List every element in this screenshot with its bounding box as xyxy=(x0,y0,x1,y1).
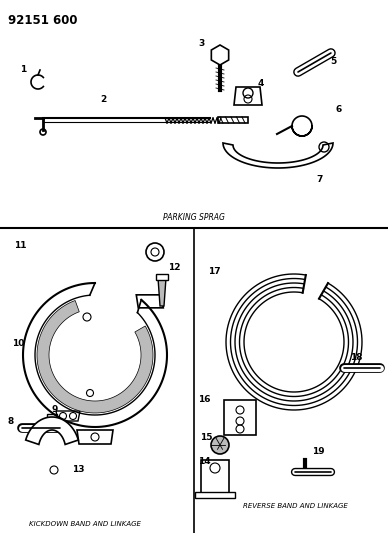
Text: 18: 18 xyxy=(350,353,362,362)
Polygon shape xyxy=(136,295,163,308)
Text: 92151 600: 92151 600 xyxy=(8,14,78,27)
Text: 17: 17 xyxy=(208,268,221,277)
Text: 1: 1 xyxy=(20,66,26,75)
Polygon shape xyxy=(195,492,235,498)
Polygon shape xyxy=(77,430,113,444)
Text: 5: 5 xyxy=(330,58,336,67)
Polygon shape xyxy=(234,87,262,105)
Text: 6: 6 xyxy=(336,106,342,115)
Circle shape xyxy=(40,129,46,135)
Text: 4: 4 xyxy=(258,79,264,88)
Text: PARKING SPRAG: PARKING SPRAG xyxy=(163,214,225,222)
Text: 3: 3 xyxy=(198,39,204,49)
Text: 19: 19 xyxy=(312,448,325,456)
Bar xyxy=(218,117,248,123)
Circle shape xyxy=(211,436,229,454)
Polygon shape xyxy=(37,301,153,413)
Text: 7: 7 xyxy=(316,175,322,184)
Text: REVERSE BAND AND LINKAGE: REVERSE BAND AND LINKAGE xyxy=(242,503,347,509)
Polygon shape xyxy=(26,417,78,445)
Text: 16: 16 xyxy=(198,395,211,405)
Polygon shape xyxy=(47,414,57,430)
Polygon shape xyxy=(158,278,166,306)
Text: 10: 10 xyxy=(12,338,24,348)
Polygon shape xyxy=(156,274,168,280)
Polygon shape xyxy=(211,45,229,65)
Polygon shape xyxy=(224,400,256,435)
Text: 12: 12 xyxy=(168,263,180,272)
Text: KICKDOWN BAND AND LINKAGE: KICKDOWN BAND AND LINKAGE xyxy=(29,521,141,527)
Polygon shape xyxy=(201,460,229,498)
Text: 8: 8 xyxy=(8,417,14,426)
Polygon shape xyxy=(56,411,80,421)
Text: 13: 13 xyxy=(72,465,85,474)
Text: 2: 2 xyxy=(100,95,106,104)
Text: 9: 9 xyxy=(52,406,58,415)
Text: 11: 11 xyxy=(14,241,26,251)
Text: 14: 14 xyxy=(198,457,211,466)
Polygon shape xyxy=(223,143,333,168)
Circle shape xyxy=(146,243,164,261)
Text: 15: 15 xyxy=(200,433,213,442)
